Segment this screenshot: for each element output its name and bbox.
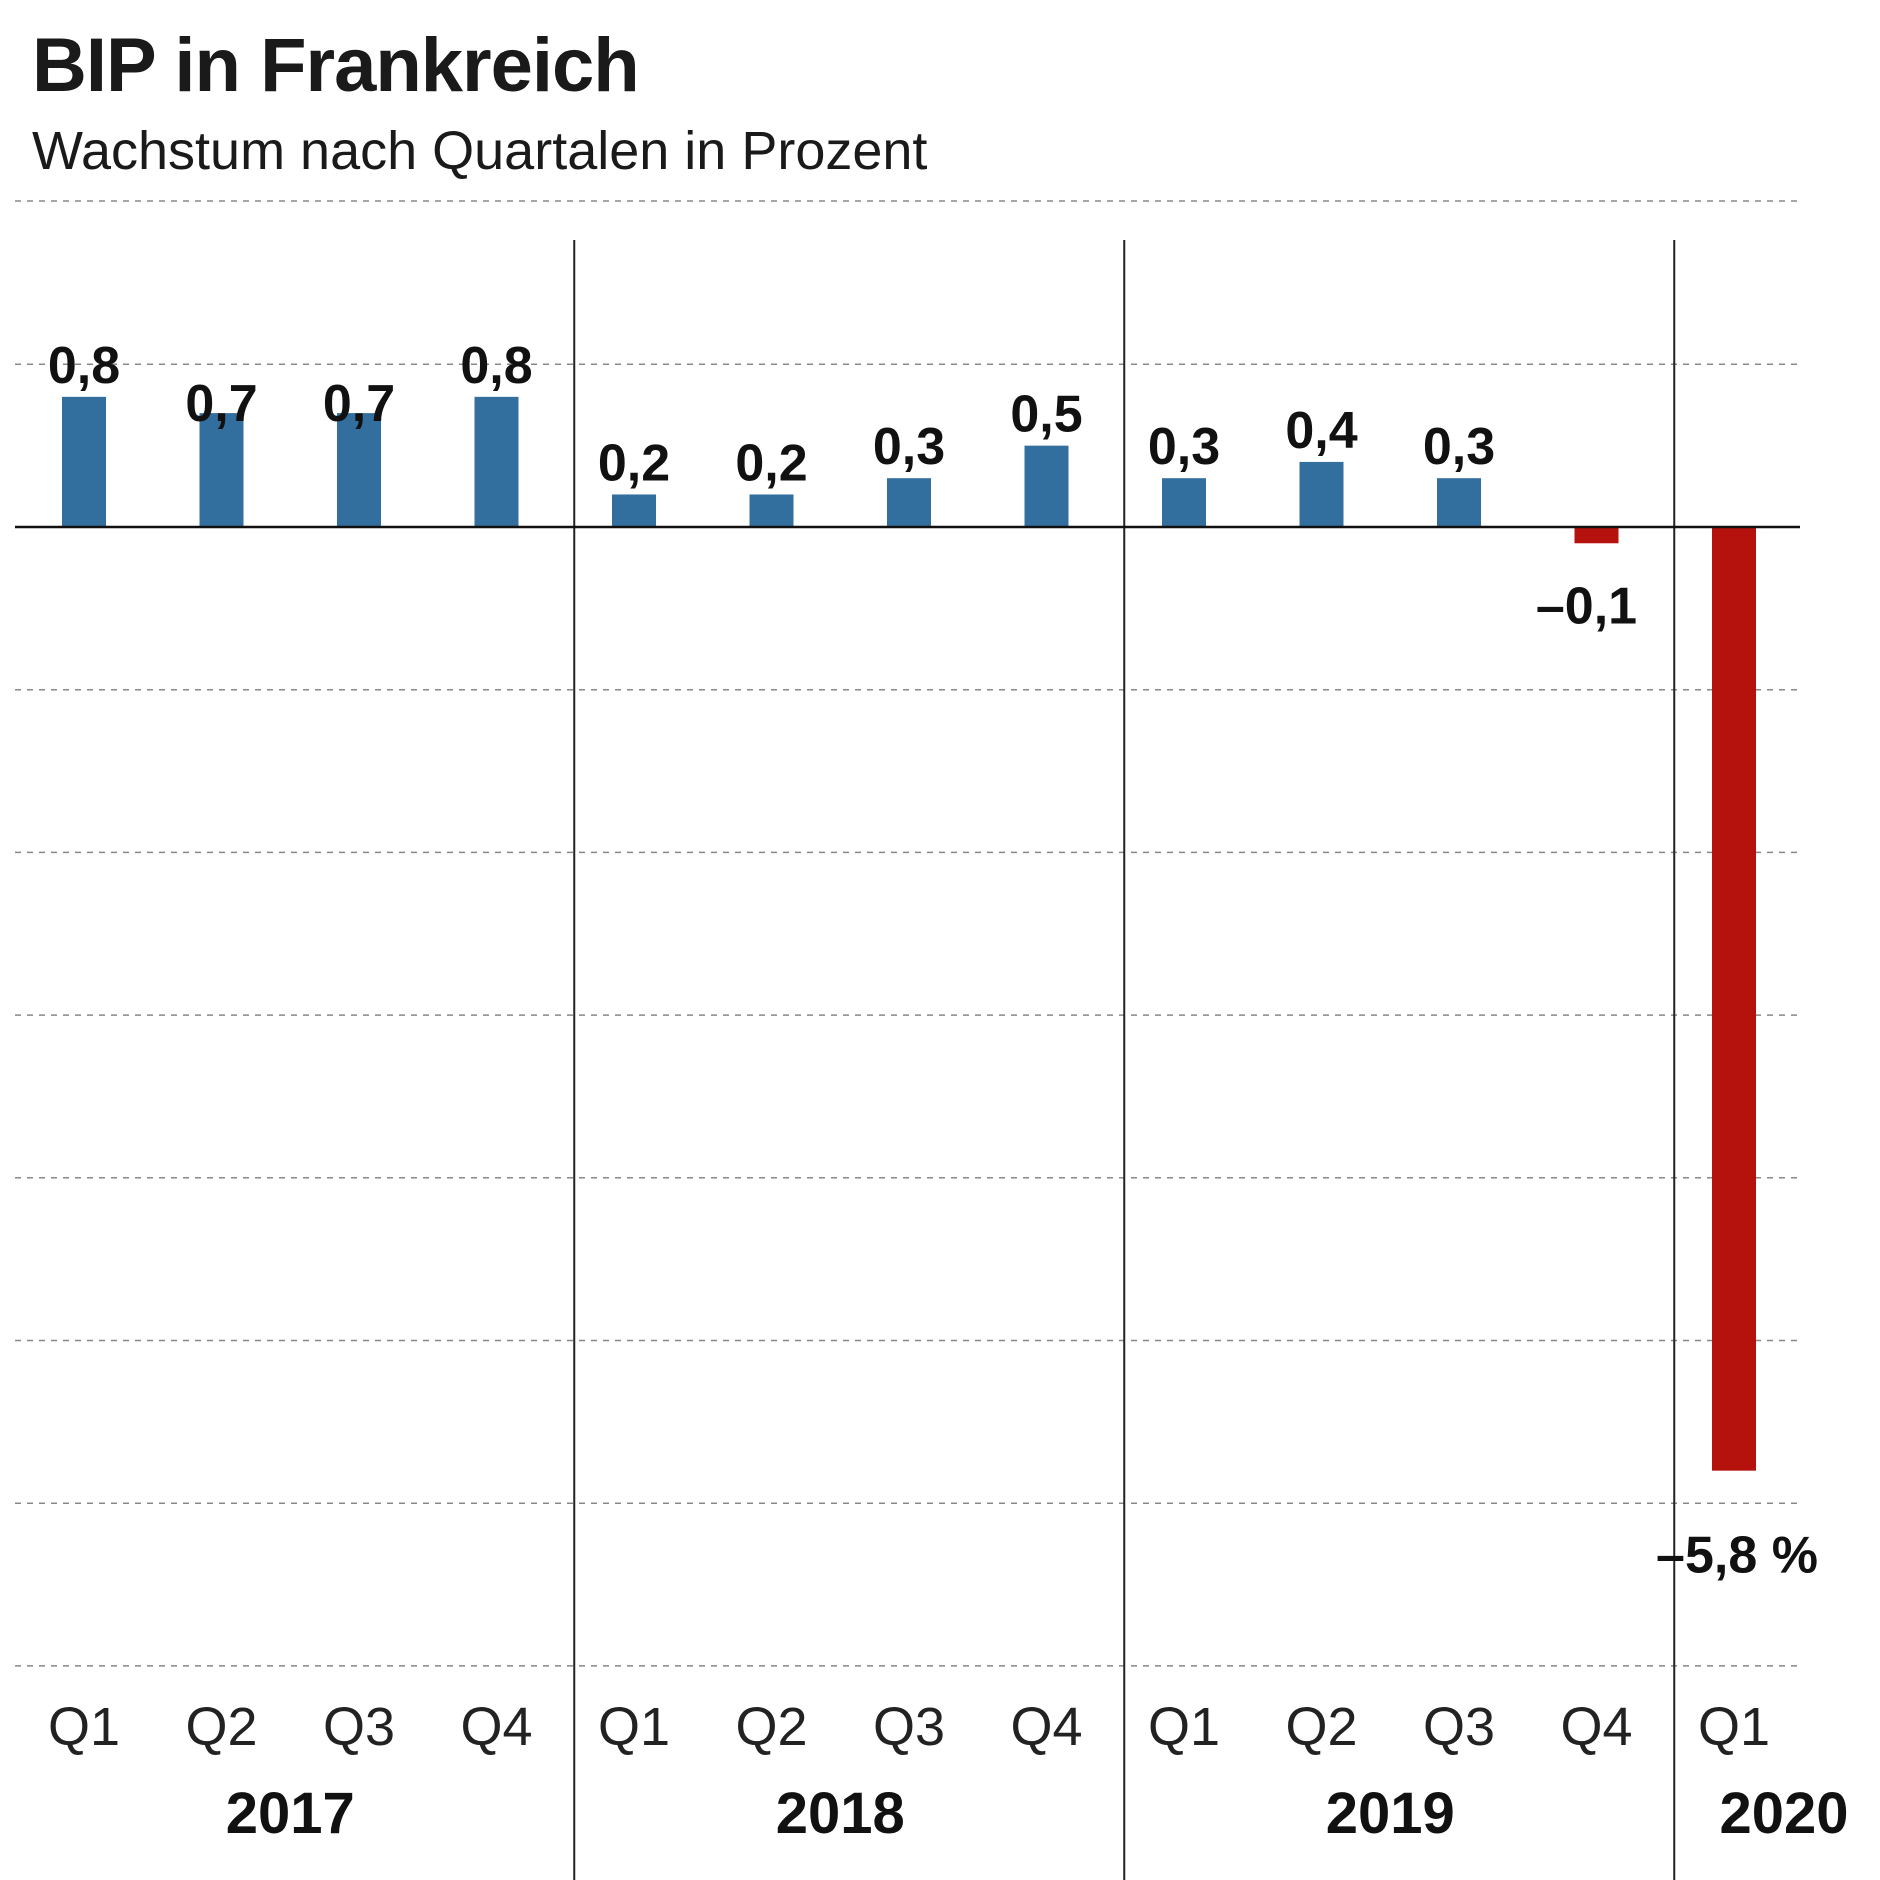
bar [1162,478,1206,527]
value-label: 0,8 [460,337,532,395]
chart-title: BIP in Frankreich [32,23,640,108]
value-label: 0,7 [323,375,395,433]
year-label: 2017 [226,1781,355,1846]
value-label: –5,8 % [1656,1527,1818,1585]
value-label: –0,1 [1536,577,1637,635]
bar [887,478,931,527]
chart-subtitle: Wachstum nach Quartalen in Prozent [32,121,928,181]
year-label: 2018 [776,1781,905,1846]
value-label: 0,2 [735,434,807,492]
bar [199,413,244,527]
bar [1024,445,1069,527]
x-tick-label: Q2 [735,1697,807,1757]
value-label: 0,2 [598,434,670,492]
value-label: 0,7 [185,375,257,433]
year-label: 2020 [1719,1781,1848,1846]
bar [474,396,519,527]
bar [1712,527,1756,1471]
value-label: 0,4 [1285,402,1357,460]
value-label: 0,3 [1148,418,1220,476]
value-label: 0,3 [1423,418,1495,476]
bar [1299,461,1344,527]
x-tick-label: Q1 [1698,1697,1770,1757]
x-tick-label: Q4 [1010,1697,1082,1757]
value-label: 0,5 [1010,386,1082,444]
x-tick-label: Q2 [185,1697,257,1757]
value-label: 0,3 [873,418,945,476]
bar [1574,527,1619,544]
value-label: 0,8 [48,337,120,395]
bar [749,494,794,527]
x-tick-label: Q4 [460,1697,532,1757]
x-tick-label: Q3 [1423,1697,1495,1757]
bar [337,413,381,527]
x-tick-label: Q1 [598,1697,670,1757]
x-tick-label: Q1 [48,1697,120,1757]
bar [62,396,106,527]
x-tick-label: Q4 [1560,1697,1632,1757]
x-tick-label: Q3 [323,1697,395,1757]
x-tick-label: Q3 [873,1697,945,1757]
x-tick-label: Q1 [1148,1697,1220,1757]
bar [1437,478,1481,527]
year-label: 2019 [1326,1781,1455,1846]
x-tick-label: Q2 [1285,1697,1357,1757]
bar [612,494,656,527]
